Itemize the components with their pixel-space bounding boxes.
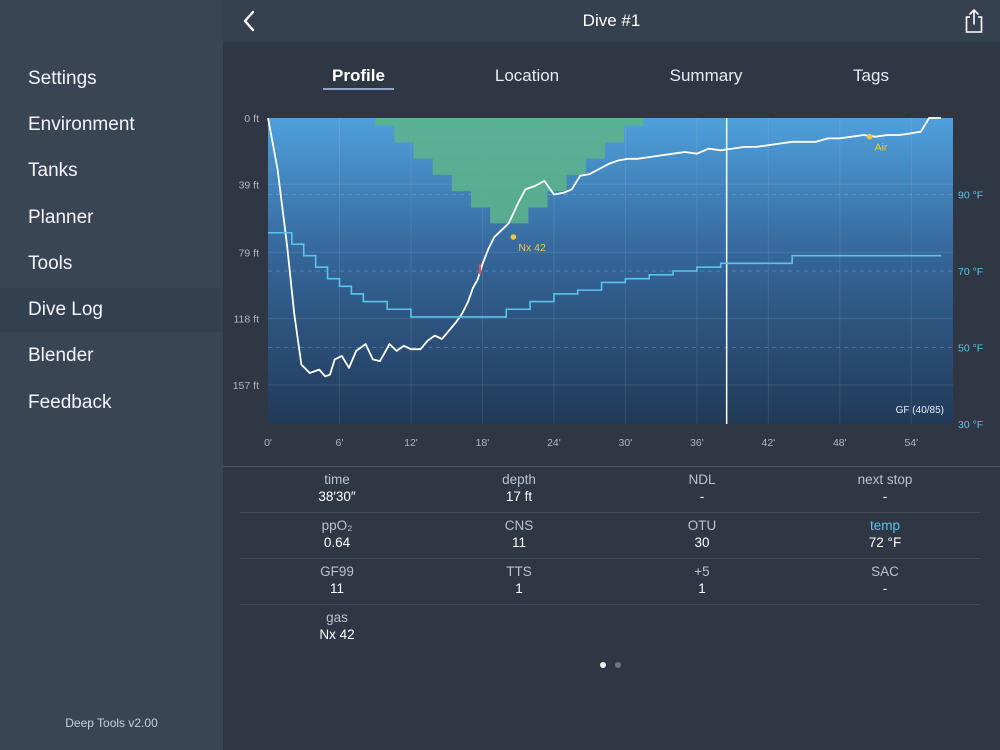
x-tick-label: 30' <box>619 437 633 449</box>
depth-tick-label: 79 ft <box>239 247 260 259</box>
stat-time: time 38′30″ <box>247 472 427 506</box>
x-tick-label: 54' <box>904 437 918 449</box>
chevron-left-icon <box>243 10 255 32</box>
depth-tick-label: 157 ft <box>233 380 259 392</box>
stat-label: TTS <box>506 564 532 579</box>
page-dot-active[interactable] <box>600 662 606 668</box>
x-tick-label: 48' <box>833 437 847 449</box>
ndl-ceiling-band <box>375 118 644 224</box>
sidebar-item-feedback[interactable]: Feedback <box>28 392 112 413</box>
temp-tick-label: 50 °F <box>958 343 983 355</box>
page-dot[interactable] <box>615 662 621 668</box>
sidebar-item-dive-log[interactable]: Dive Log <box>0 288 223 332</box>
temp-tick-label: 70 °F <box>958 266 983 278</box>
stat-label: OTU <box>687 518 717 533</box>
depth-line <box>267 117 942 378</box>
stat-value: 72 °F <box>868 535 902 550</box>
gradient-factor-label: GF (40/85) <box>896 405 944 416</box>
stat-sac: SAC - <box>795 564 975 598</box>
gas-marker-dot <box>510 234 517 240</box>
stat-value: 1 <box>698 581 706 596</box>
temp-tick-label: 30 °F <box>958 419 983 431</box>
depth-tick-label: 39 ft <box>239 179 260 191</box>
back-button[interactable] <box>237 8 263 34</box>
temperature-line <box>268 231 942 318</box>
stat-label: GF99 <box>320 564 354 579</box>
depth-tick-label: 0 ft <box>244 113 259 125</box>
sidebar-item-planner[interactable]: Planner <box>28 207 94 228</box>
stat-label: depth <box>502 472 536 487</box>
row-divider <box>240 558 980 559</box>
stat-gas: gas Nx 42 <box>247 610 427 644</box>
divider <box>223 466 1000 467</box>
stat-cns: CNS 11 <box>429 518 609 552</box>
stat-value: - <box>699 489 705 504</box>
sidebar-item-environment[interactable]: Environment <box>28 114 135 135</box>
x-tick-label: 12' <box>404 437 418 449</box>
sidebar-item-tanks[interactable]: Tanks <box>28 160 78 181</box>
stat-value: 1 <box>515 581 523 596</box>
gas-marker-label: Nx 42 <box>518 242 546 254</box>
stat-label: +5 <box>694 564 710 579</box>
stat-value: 11 <box>329 581 344 596</box>
page-title: Dive #1 <box>582 11 641 30</box>
app-version: Deep Tools v2.00 <box>65 716 158 730</box>
stat-value: 17 ft <box>505 489 533 504</box>
tab-profile[interactable]: Profile <box>332 66 385 85</box>
stat-label: CNS <box>504 518 534 533</box>
row-divider <box>240 512 980 513</box>
dive-profile-svg: Nx 42 Air 0' 6' 12' 18' 24' 30' 36' 42' 48' 54' 0 f… <box>233 113 984 449</box>
stat-value: 30 <box>694 535 710 550</box>
stat-value: - <box>882 489 888 504</box>
dive-profile-chart[interactable]: Nx 42 Air 0' 6' 12' 18' 24' 30' 36' 42' 48' 54' 0 f… <box>223 105 1000 455</box>
stat-value: - <box>882 581 888 596</box>
sidebar-item-settings[interactable]: Settings <box>28 68 97 89</box>
x-tick-label: 18' <box>476 437 490 449</box>
x-tick-label: 24' <box>547 437 561 449</box>
stat-label: temp <box>869 518 900 533</box>
row-divider <box>240 604 980 605</box>
stat-label: SAC <box>871 564 899 579</box>
stat-plus5: +5 1 <box>612 564 792 598</box>
share-button[interactable] <box>962 8 986 34</box>
gas-marker-label: Air <box>875 142 888 154</box>
stat-value: 0.64 <box>323 535 351 550</box>
nav-bar: Dive #1 <box>223 0 1000 42</box>
stat-label: ppO₂ <box>321 518 353 533</box>
stat-otu: OTU 30 <box>612 518 792 552</box>
stat-temp[interactable]: temp 72 °F <box>795 518 975 552</box>
x-tick-label: 36' <box>690 437 704 449</box>
chart-plot-area <box>268 118 953 424</box>
temp-tick-label: 90 °F <box>958 190 983 202</box>
stat-gf99: GF99 11 <box>247 564 427 598</box>
stat-value: Nx 42 <box>319 627 355 642</box>
stat-label: gas <box>326 610 348 625</box>
x-tick-label: 6' <box>336 437 344 449</box>
tab-tags[interactable]: Tags <box>853 66 889 85</box>
sidebar-item-tools[interactable]: Tools <box>28 253 73 274</box>
tab-summary[interactable]: Summary <box>669 66 743 85</box>
stat-label: time <box>324 472 350 487</box>
stat-depth: depth 17 ft <box>429 472 609 506</box>
stat-ndl: NDL - <box>612 472 792 506</box>
sidebar: Settings Environment Tanks Planner Tools… <box>0 0 223 750</box>
sidebar-item-blender[interactable]: Blender <box>28 345 94 366</box>
stat-ppo2: ppO₂ 0.64 <box>247 518 427 552</box>
stat-next-stop: next stop - <box>795 472 975 506</box>
x-tick-label: 42' <box>762 437 776 449</box>
stat-label: next stop <box>857 472 913 487</box>
depth-tick-label: 118 ft <box>234 314 260 326</box>
active-tab-indicator <box>323 88 394 90</box>
stat-value: 11 <box>511 535 526 550</box>
share-icon <box>965 9 983 33</box>
stat-label: NDL <box>688 472 716 487</box>
stat-tts: TTS 1 <box>429 564 609 598</box>
stat-value: 38′30″ <box>318 489 356 504</box>
x-tick-label: 0' <box>264 437 272 449</box>
tab-location[interactable]: Location <box>494 66 560 85</box>
gas-marker-dot <box>866 133 873 140</box>
